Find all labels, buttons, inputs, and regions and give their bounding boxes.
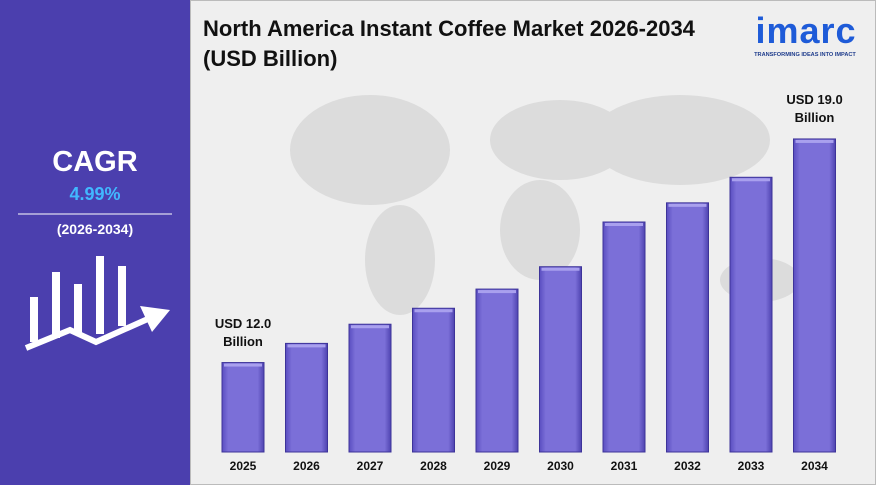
x-tick-label: 2031 [611,459,638,473]
x-tick-label: 2034 [801,459,828,473]
bar-highlight [478,290,516,294]
logo-tagline: TRANSFORMING IDEAS INTO IMPACT [754,52,856,58]
bar [602,221,646,453]
sidebar [0,0,190,485]
bar-highlight [287,344,326,348]
x-tick-label: 2030 [547,459,574,473]
bar [729,176,773,453]
bar-highlight [224,363,262,367]
x-tick-label: 2025 [230,459,257,473]
value-label: USD 12.0 Billion [214,315,272,349]
bar-highlight [732,178,770,182]
bar [475,288,519,453]
bar [221,362,265,453]
bar-highlight [414,309,453,313]
x-tick-label: 2029 [484,459,511,473]
bar-highlight [795,139,834,143]
bar-highlight [541,267,580,271]
x-tick-label: 2028 [420,459,447,473]
bar-highlight [605,223,643,226]
bar [666,202,709,453]
bar [412,307,455,453]
cagr-period: (2026-2034) [56,221,134,237]
bar [285,342,328,453]
bar-highlight [668,203,707,207]
bar [539,266,582,453]
x-tick-label: 2032 [674,459,701,473]
cagr-label: CAGR [52,146,138,178]
bar [793,138,836,453]
growth-icon [24,256,170,351]
world-map [290,95,800,315]
cagr-value: 4.99% [69,184,121,204]
bar [348,323,392,453]
x-tick-label: 2033 [738,459,765,473]
x-tick-label: 2027 [357,459,384,473]
bar-highlight [351,325,389,329]
chart-title: North America Instant Coffee Market 2026… [203,16,695,71]
logo: imarc [755,10,857,51]
x-tick-label: 2026 [293,459,320,473]
value-label: USD 19.0 Billion [786,91,843,125]
